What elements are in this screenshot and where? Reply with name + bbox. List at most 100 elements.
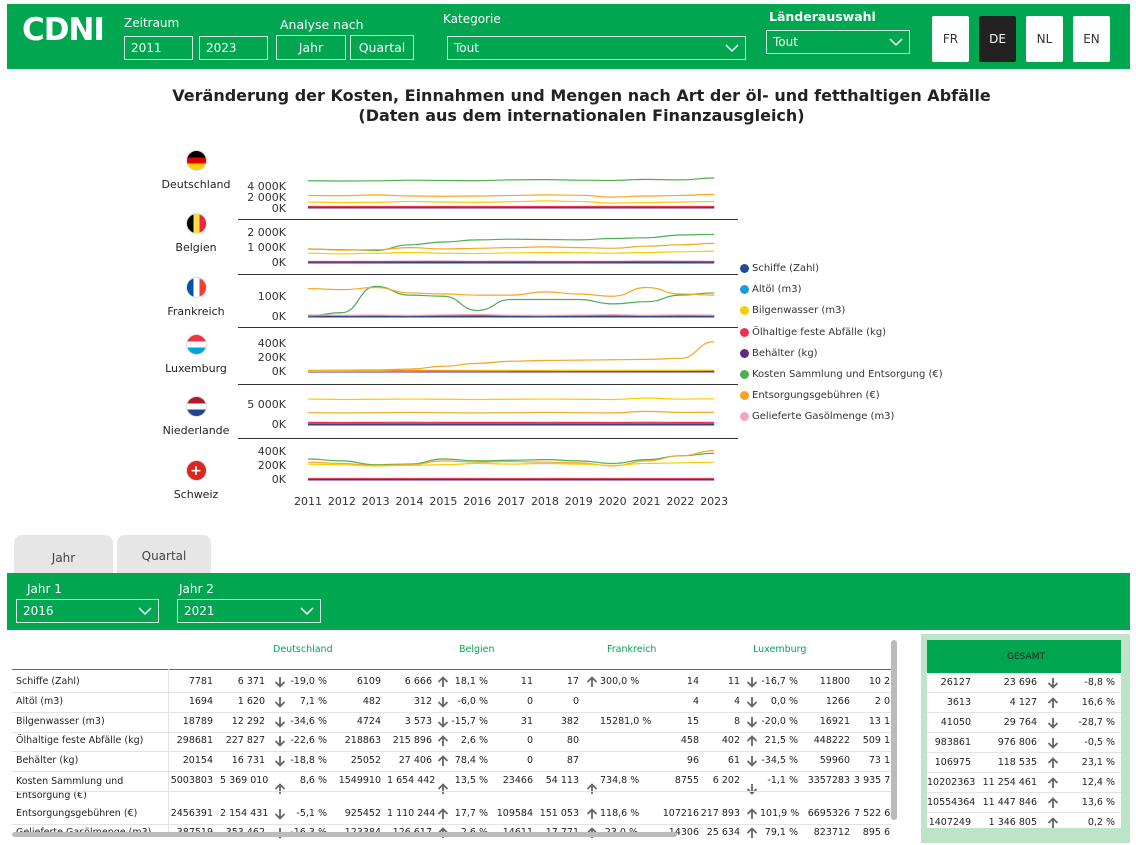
arrow-down-icon [274, 809, 286, 820]
cell-year2: 1 110 244 [387, 808, 436, 819]
arrow-up-icon [437, 735, 449, 746]
legend-dot-icon [740, 349, 749, 358]
x-tick-label: 2015 [429, 495, 458, 508]
cell-year2: 16 731 [231, 755, 265, 766]
tab-jahr[interactable]: Jahr [14, 535, 113, 573]
arrow-up-icon [586, 783, 598, 794]
cell-change: 734,8 % [600, 775, 640, 786]
legend-dot-icon [740, 264, 749, 273]
arrow-down-icon [274, 717, 286, 728]
cell-year2: 2 154 431 [220, 808, 269, 819]
cell-year1: 1694 [188, 696, 213, 707]
row-divider [927, 732, 1121, 733]
legend-label: Kosten Sammlung und Entsorgung (€) [752, 369, 943, 380]
chevron-down-icon [300, 607, 314, 616]
cell-year1: 31 [520, 716, 533, 727]
kategorie-value: Tout [454, 41, 479, 55]
chart-title-line2: (Daten aus dem internationalen Finanzaus… [358, 106, 805, 125]
lang-button-en[interactable]: EN [1073, 16, 1110, 62]
arrow-down-icon [746, 756, 758, 767]
legend-item[interactable]: Gelieferte Gasölmenge (m3) [740, 411, 894, 422]
series-line-niederlande-0 [307, 397, 715, 401]
cell-year2: 227 827 [225, 735, 265, 746]
panel-separator [238, 384, 738, 385]
kategorie-label: Kategorie [443, 12, 501, 26]
gesamt-year1: 26127 [940, 677, 971, 688]
cell-year2: 17 [566, 676, 579, 687]
cell-year2: 1 654 442 [387, 775, 436, 786]
header-underline [12, 669, 892, 670]
cell-year2: 215 896 [392, 735, 432, 746]
arrow-down-icon [746, 697, 758, 708]
country-label-frankreich: Frankreich [160, 277, 232, 318]
arrow-up-icon [437, 783, 449, 794]
arrow-up-icon [1047, 777, 1059, 788]
row-divider [927, 812, 1121, 813]
legend-item[interactable]: Schiffe (Zahl) [740, 263, 819, 274]
top-filter-bar: CDNI Zeitraum 2011 2023 Analyse nach Jah… [7, 4, 1130, 69]
row-divider [927, 692, 1121, 693]
cell-change: -15,7 % [451, 716, 488, 727]
row-divider [12, 791, 892, 792]
gesamt-header: GESAMT [927, 640, 1121, 673]
cell-year2: 12 292 [231, 716, 265, 727]
gesamt-year2: 1 346 805 [988, 817, 1037, 828]
cell-change: 7,1 % [299, 696, 327, 707]
cell-change: 0,0 % [770, 696, 798, 707]
tab-quartal[interactable]: Quartal [117, 535, 211, 573]
vertical-scrollbar[interactable] [891, 640, 897, 820]
y-tick-label: 2 000K [247, 226, 286, 239]
cell-year1: 59960 [819, 755, 850, 766]
gesamt-change: 12,4 % [1081, 777, 1115, 788]
cell-year1: 25052 [350, 755, 381, 766]
cell-change: -20,0 % [761, 716, 798, 727]
row-label: Bilgenwasser (m3) [16, 716, 105, 727]
gesamt-year2: 29 764 [1003, 717, 1037, 728]
kategorie-dropdown[interactable]: Tout [447, 36, 746, 60]
panel-separator [238, 219, 738, 220]
arrow-up-icon [1047, 797, 1059, 808]
year-to-input[interactable]: 2023 [199, 36, 268, 60]
horizontal-scrollbar[interactable] [12, 832, 677, 837]
gesamt-change: -8,8 % [1084, 677, 1115, 688]
panel-separator [238, 438, 738, 439]
quartal-button[interactable]: Quartal [350, 35, 414, 60]
cell-year2: 312 [413, 696, 432, 707]
legend-item[interactable]: Entsorgungsgebühren (€) [740, 390, 880, 401]
cell-year1: 16921 [819, 716, 850, 727]
arrow-up-icon [437, 676, 449, 687]
jahr1-dropdown[interactable]: 2016 [16, 599, 159, 623]
gesamt-year1: 3613 [946, 697, 971, 708]
row-label: Schiffe (Zahl) [16, 676, 80, 687]
lang-button-fr[interactable]: FR [932, 16, 969, 62]
cell-year1: 448222 [813, 735, 850, 746]
year-from-input[interactable]: 2011 [124, 36, 193, 60]
laender-label: Länderauswahl [769, 9, 876, 24]
cell-change: 17,7 % [454, 808, 488, 819]
row-divider [927, 752, 1121, 753]
y-tick-label: 100K [257, 290, 286, 303]
jahr-button[interactable]: Jahr [276, 35, 346, 60]
y-tick-label: 200K [257, 351, 286, 364]
series-line-deutschland-2 [307, 200, 715, 204]
laender-dropdown[interactable]: Tout [766, 30, 910, 54]
legend-item[interactable]: Behälter (kg) [740, 348, 818, 359]
zeitraum-label: Zeitraum [124, 16, 180, 30]
y-tick-label: 400K [257, 445, 286, 458]
lang-button-nl[interactable]: NL [1026, 16, 1063, 62]
cell-year1: 20154 [182, 755, 213, 766]
x-tick-label: 2023 [700, 495, 729, 508]
arrow-up-icon [1047, 817, 1059, 828]
cell-change: 13,5 % [454, 775, 488, 786]
legend-item[interactable]: Bilgenwasser (m3) [740, 305, 845, 316]
gesamt-change: -0,5 % [1084, 737, 1115, 748]
legend-item[interactable]: Kosten Sammlung und Entsorgung (€) [740, 369, 943, 380]
cell-year1: 458 [680, 735, 699, 746]
jahr2-dropdown[interactable]: 2021 [177, 599, 321, 623]
legend-item[interactable]: Altöl (m3) [740, 284, 802, 295]
legend-item[interactable]: Ölhaltige feste Abfälle (kg) [740, 327, 886, 338]
row-label: Behälter (kg) [16, 755, 79, 766]
country-label-deutschland: Deutschland [160, 150, 232, 191]
lang-button-de[interactable]: DE [979, 16, 1016, 62]
x-tick-label: 2016 [463, 495, 492, 508]
